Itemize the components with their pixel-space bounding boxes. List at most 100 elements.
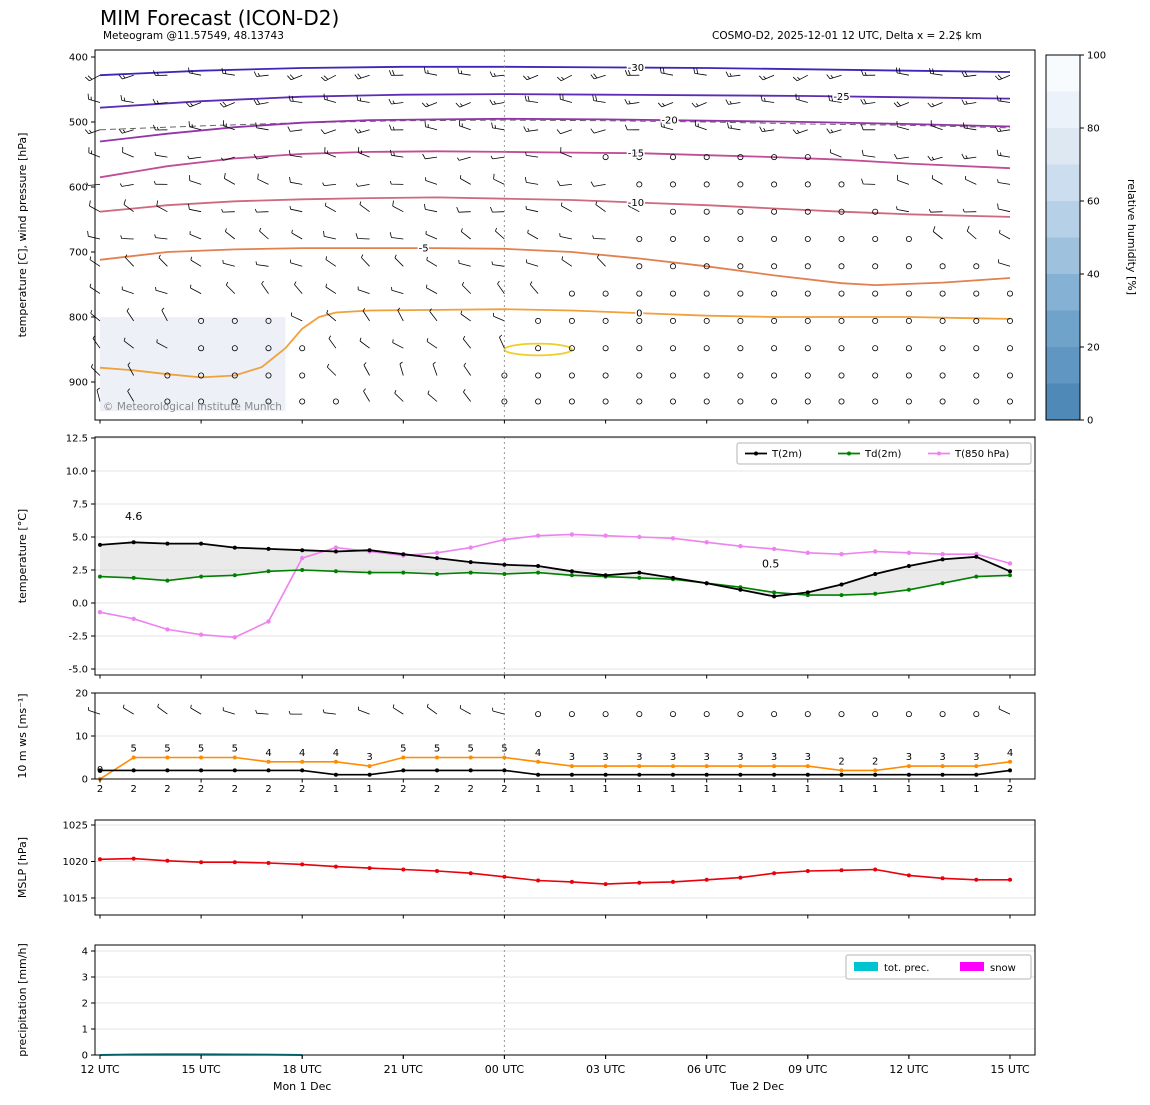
time-axis: 12 UTC 15 UTC 18 UTC 21 UTC 00 UTC 03 UTC 06 U… bbox=[80, 1055, 1030, 1093]
svg-text:5: 5 bbox=[468, 744, 474, 755]
svg-text:2: 2 bbox=[131, 784, 137, 795]
svg-text:2: 2 bbox=[232, 784, 238, 795]
svg-text:3: 3 bbox=[939, 752, 945, 763]
svg-text:20: 20 bbox=[75, 689, 88, 700]
svg-text:2: 2 bbox=[872, 756, 878, 767]
svg-text:7.5: 7.5 bbox=[72, 500, 88, 511]
svg-text:09 UTC: 09 UTC bbox=[788, 1063, 828, 1076]
precipitation-axes: 0 1 2 3 4 precipitation [mm/h] bbox=[16, 943, 1036, 1062]
upper-air-wind-barbs bbox=[84, 67, 1014, 405]
svg-text:5: 5 bbox=[501, 744, 507, 755]
svg-text:12 UTC: 12 UTC bbox=[889, 1063, 929, 1076]
svg-text:2: 2 bbox=[468, 784, 474, 795]
svg-text:5: 5 bbox=[164, 744, 170, 755]
svg-text:-5.0: -5.0 bbox=[68, 665, 88, 676]
svg-text:0: 0 bbox=[636, 309, 642, 320]
svg-text:3: 3 bbox=[670, 752, 676, 763]
svg-text:40: 40 bbox=[1087, 270, 1100, 281]
svg-text:1020: 1020 bbox=[63, 857, 88, 868]
svg-text:3: 3 bbox=[366, 752, 372, 763]
svg-text:900: 900 bbox=[69, 378, 88, 389]
upper-air-axes: 400 500 600 700 800 900 temperature [C], wind … bbox=[16, 49, 1036, 424]
svg-text:1: 1 bbox=[636, 784, 642, 795]
svg-text:1: 1 bbox=[872, 784, 878, 795]
svg-text:2: 2 bbox=[97, 784, 103, 795]
surface-wind-barbs bbox=[88, 703, 1011, 718]
svg-text:1: 1 bbox=[838, 784, 844, 795]
svg-text:2: 2 bbox=[838, 756, 844, 767]
svg-text:relative humidity [%]: relative humidity [%] bbox=[1125, 179, 1138, 295]
svg-text:0.0: 0.0 bbox=[72, 599, 88, 610]
svg-text:2: 2 bbox=[299, 784, 305, 795]
svg-text:5: 5 bbox=[232, 744, 238, 755]
svg-text:2: 2 bbox=[265, 784, 271, 795]
svg-text:3: 3 bbox=[771, 752, 777, 763]
svg-text:2: 2 bbox=[198, 784, 204, 795]
svg-text:3: 3 bbox=[82, 973, 88, 984]
svg-text:2: 2 bbox=[82, 999, 88, 1010]
svg-text:10.0: 10.0 bbox=[66, 467, 88, 478]
svg-text:1: 1 bbox=[704, 784, 710, 795]
svg-text:2: 2 bbox=[1007, 784, 1013, 795]
svg-text:1: 1 bbox=[771, 784, 777, 795]
svg-text:2: 2 bbox=[434, 784, 440, 795]
svg-text:12 UTC: 12 UTC bbox=[80, 1063, 120, 1076]
svg-text:5: 5 bbox=[434, 744, 440, 755]
svg-text:-15: -15 bbox=[628, 149, 644, 160]
svg-text:-2.5: -2.5 bbox=[68, 632, 88, 643]
svg-text:temperature [°C]: temperature [°C] bbox=[16, 509, 29, 603]
precipitation-panel: tot. prec. snow 0 1 2 3 4 precipitation [mm/h] bbox=[16, 943, 1036, 1062]
mslp-panel: 1015 1020 1025 MSLP [hPa] bbox=[16, 819, 1036, 919]
svg-text:0: 0 bbox=[82, 775, 88, 786]
svg-text:Tue 2 Dec: Tue 2 Dec bbox=[729, 1080, 784, 1093]
svg-text:0: 0 bbox=[1087, 416, 1093, 427]
svg-text:5: 5 bbox=[400, 744, 406, 755]
svg-text:1: 1 bbox=[569, 784, 575, 795]
svg-text:4: 4 bbox=[82, 947, 88, 958]
svg-text:03 UTC: 03 UTC bbox=[586, 1063, 626, 1076]
svg-text:400: 400 bbox=[69, 53, 88, 64]
temperature-legend: T(2m) Td(2m) T(850 hPa) bbox=[736, 442, 1032, 465]
mslp-line bbox=[98, 856, 1012, 887]
svg-text:1: 1 bbox=[366, 784, 372, 795]
svg-text:12.5: 12.5 bbox=[66, 434, 88, 445]
svg-text:1: 1 bbox=[973, 784, 979, 795]
svg-text:5: 5 bbox=[131, 744, 137, 755]
svg-text:18 UTC: 18 UTC bbox=[283, 1063, 323, 1076]
wind-frame bbox=[95, 693, 1035, 779]
gust-line bbox=[98, 755, 1012, 781]
svg-text:4: 4 bbox=[333, 748, 339, 759]
wind-panel: 0 5 5 5 5 4 4 4 3 5 5 5 5 4 3 3 3 3 3 3 3 3 2 2 3 3 3 4 2 2 2 2 2 2 2 1 1 2 2 2… bbox=[16, 689, 1036, 795]
svg-text:80: 80 bbox=[1087, 124, 1100, 135]
svg-text:-25: -25 bbox=[833, 92, 849, 103]
svg-text:3: 3 bbox=[906, 752, 912, 763]
page-title: MIM Forecast (ICON-D2) bbox=[100, 6, 340, 30]
svg-text:1: 1 bbox=[82, 1025, 88, 1036]
svg-text:700: 700 bbox=[69, 248, 88, 259]
svg-text:-30: -30 bbox=[628, 63, 644, 74]
svg-text:4: 4 bbox=[299, 748, 305, 759]
svg-text:precipitation [mm/h]: precipitation [mm/h] bbox=[16, 943, 29, 1057]
svg-text:tot. prec.: tot. prec. bbox=[884, 963, 929, 974]
svg-text:1: 1 bbox=[602, 784, 608, 795]
svg-text:1: 1 bbox=[535, 784, 541, 795]
svg-text:3: 3 bbox=[737, 752, 743, 763]
svg-text:21 UTC: 21 UTC bbox=[384, 1063, 424, 1076]
svg-text:800: 800 bbox=[69, 313, 88, 324]
svg-text:-10: -10 bbox=[628, 198, 644, 209]
svg-text:MSLP [hPa]: MSLP [hPa] bbox=[16, 837, 29, 898]
svg-text:06 UTC: 06 UTC bbox=[687, 1063, 727, 1076]
svg-text:500: 500 bbox=[69, 118, 88, 129]
svg-text:2.5: 2.5 bbox=[72, 566, 88, 577]
t2m-line bbox=[98, 540, 1012, 599]
svg-text:1: 1 bbox=[333, 784, 339, 795]
svg-text:1: 1 bbox=[906, 784, 912, 795]
svg-text:1: 1 bbox=[939, 784, 945, 795]
svg-text:0: 0 bbox=[97, 765, 103, 776]
svg-text:1: 1 bbox=[670, 784, 676, 795]
svg-text:0: 0 bbox=[82, 1051, 88, 1062]
svg-text:2: 2 bbox=[164, 784, 170, 795]
